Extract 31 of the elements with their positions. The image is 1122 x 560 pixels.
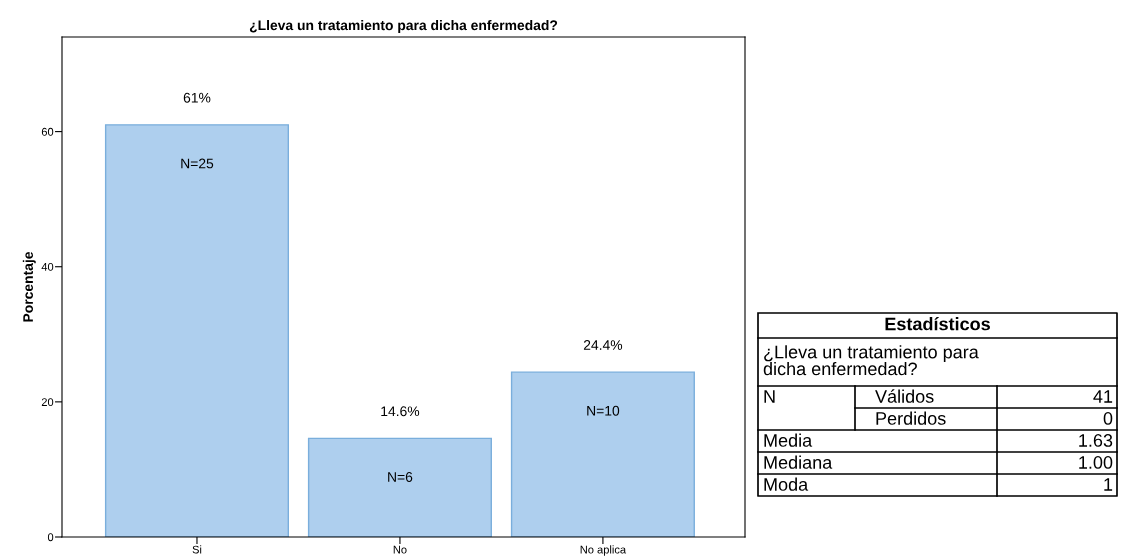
annotation: N=25 <box>181 158 214 169</box>
bar <box>510 371 695 537</box>
text: Perdidos <box>876 411 946 425</box>
text: 1.63 <box>1079 434 1113 447</box>
text: Media <box>764 433 813 447</box>
x-tick-label: Si <box>192 545 202 554</box>
bar <box>104 124 290 537</box>
text: ¿Lleva un tratamiento para dicha enfermedad? <box>763 345 979 376</box>
annotation: N=6 <box>388 472 413 482</box>
bar <box>307 437 492 537</box>
y-tick-label: 0 <box>47 533 54 542</box>
text: 0 <box>1103 412 1113 425</box>
data-label: 61% <box>183 92 211 103</box>
chart-title: ¿Lleva un tratamiento para dicha enfermedad? <box>249 19 558 33</box>
text: 1.00 <box>1079 456 1113 469</box>
y-tick-label: 20 <box>41 398 54 406</box>
data-label: 24.4% <box>583 340 623 350</box>
y-axis-title: Porcentaje <box>22 251 36 322</box>
text: N <box>764 390 775 403</box>
text: Moda <box>764 477 809 491</box>
data-label: 14.6% <box>381 406 420 417</box>
y-tick-label: 40 <box>41 263 54 271</box>
text: Mediana <box>764 455 833 469</box>
text: 41 <box>1093 390 1113 403</box>
text: Válidos <box>875 389 934 403</box>
x-tick-label: No <box>393 545 407 554</box>
text: 1 <box>1104 478 1113 491</box>
x-tick-label: No aplica <box>580 545 627 556</box>
y-tick-label: 60 <box>41 127 54 136</box>
annotation: N=10 <box>587 405 620 416</box>
text: Estadísticos <box>885 316 990 331</box>
